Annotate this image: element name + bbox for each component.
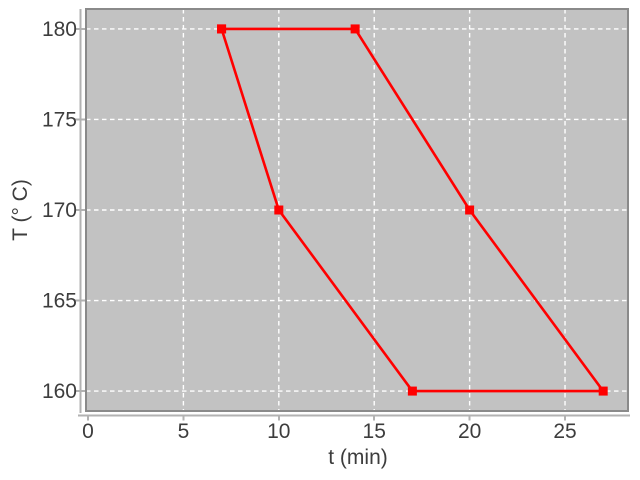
x-tick-label: 0 — [82, 420, 94, 443]
y-axis-title: T (° C) — [9, 179, 32, 241]
y-tick-label: 170 — [42, 199, 77, 222]
x-tick-label: 5 — [178, 420, 190, 443]
plot-area-border — [85, 8, 629, 412]
y-tick-label: 160 — [42, 380, 77, 403]
y-tick-label: 165 — [42, 290, 77, 313]
x-tick-label: 25 — [553, 420, 576, 443]
x-tick-label: 20 — [458, 420, 481, 443]
x-axis-title: t (min) — [328, 446, 388, 469]
y-tick-label: 180 — [42, 18, 77, 41]
x-tick-label: 10 — [267, 420, 290, 443]
x-tick-label: 15 — [363, 420, 386, 443]
series-marker — [274, 205, 284, 215]
series-marker — [350, 24, 360, 34]
series-marker — [407, 386, 417, 396]
series-marker — [598, 386, 608, 396]
series-marker — [217, 24, 227, 34]
y-tick-label: 175 — [42, 108, 77, 131]
series-marker — [465, 205, 475, 215]
